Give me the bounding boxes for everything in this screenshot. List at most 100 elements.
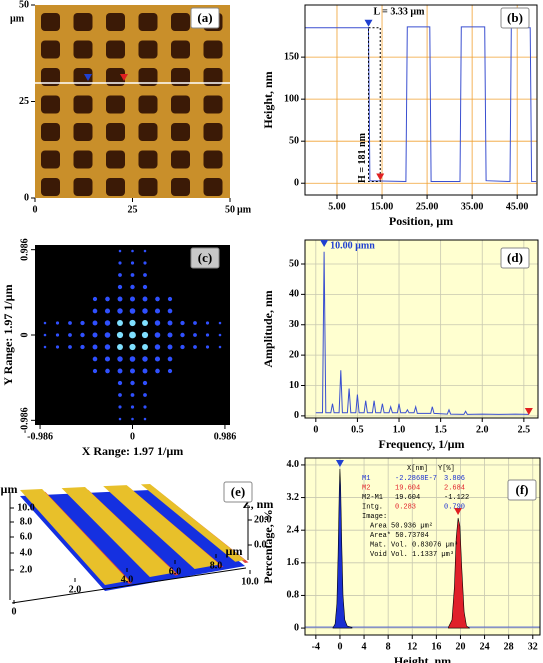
fft-spot — [193, 333, 197, 337]
x-tick-label: 0 — [33, 204, 38, 215]
x-tick-label: 2.0 — [69, 584, 82, 595]
fft-spot — [118, 273, 122, 277]
hole — [171, 13, 190, 31]
y-axis-title: Amplitude, nm — [261, 290, 275, 367]
fft-spot — [131, 249, 134, 253]
hole — [73, 123, 93, 141]
stats-cell: Intg. — [362, 503, 383, 511]
stats-cell: -1.122 — [444, 494, 469, 502]
area — [448, 517, 470, 629]
fft-spot — [92, 320, 98, 326]
fft-spot — [117, 344, 123, 350]
fft-spot — [130, 273, 135, 277]
fft-spot — [130, 405, 135, 409]
fft-spot — [117, 296, 123, 302]
fft-spot — [205, 321, 210, 325]
fft-spot — [105, 296, 110, 302]
x-unit: µm — [237, 204, 252, 215]
fft-spot — [130, 296, 135, 302]
afm-image — [35, 5, 230, 198]
fft-spot — [118, 261, 122, 265]
fft-spot — [55, 333, 60, 337]
fft-spot — [130, 380, 135, 386]
hole — [41, 123, 60, 141]
y-tick-label: 4.0 — [287, 459, 300, 470]
x-tick-label: -4 — [312, 641, 320, 652]
fft-spot — [193, 321, 197, 325]
fft-spot — [218, 345, 222, 349]
axis — [11, 567, 247, 604]
plot-area — [305, 5, 537, 195]
ridge — [20, 488, 129, 585]
y-tick-label: 10.0 — [17, 502, 35, 513]
fft-spot — [154, 344, 161, 350]
fft-spot — [104, 320, 111, 326]
panel-label-box — [500, 247, 530, 269]
x-tick-label: 1.0 — [393, 424, 406, 435]
hole — [203, 178, 223, 196]
fft-spot — [193, 345, 197, 349]
hole — [106, 68, 125, 86]
fft-spot — [92, 344, 98, 350]
fft-spot — [142, 284, 148, 290]
fft-spot — [43, 333, 47, 337]
fft-spot — [167, 356, 173, 362]
fft-spot — [92, 308, 98, 314]
fft-spot — [143, 405, 147, 409]
x-tick-label: 28 — [504, 641, 514, 652]
hole — [171, 40, 190, 59]
x-tick-label: 16 — [431, 641, 441, 652]
fft-spot — [116, 331, 124, 339]
plot-area — [305, 458, 540, 635]
y-tick-label: 50 — [19, 0, 29, 10]
ridge — [103, 485, 220, 569]
fft-spot — [117, 320, 123, 326]
stats-header: X[nm] — [407, 465, 428, 473]
y-tick-label: 4.0 — [20, 547, 33, 558]
marker — [524, 408, 533, 415]
fft-spot — [55, 345, 60, 349]
fft-spot — [104, 332, 111, 338]
ridge — [61, 487, 175, 577]
stats-cell: 3.806 — [444, 475, 465, 483]
stats-cell: M2-M1 — [362, 494, 383, 502]
ridge — [140, 484, 245, 562]
stats-cell: 0.283 — [395, 503, 416, 511]
hole — [138, 13, 158, 31]
y-tick-label: 50 — [289, 135, 299, 146]
fft-spot — [55, 321, 60, 325]
fft-spot — [218, 321, 222, 325]
fft-spot — [167, 344, 173, 350]
panel-label-box — [190, 247, 220, 269]
stats-note: Void Vol. 1.1337 µm³ — [370, 551, 454, 559]
y-tick-label: 0 — [24, 192, 29, 203]
hole — [138, 68, 158, 86]
hole — [73, 40, 93, 59]
marker — [364, 19, 373, 27]
x-axis-title: X Range: 1.97 1/µm — [82, 444, 184, 458]
fft-spot — [141, 331, 149, 339]
fft-spot — [142, 308, 148, 314]
fft-spot — [154, 308, 161, 314]
x-tick-label: 25.00 — [416, 201, 439, 212]
hole — [171, 68, 190, 86]
panel-label-box — [507, 479, 537, 501]
x-tick-label: 4 — [362, 641, 367, 652]
x-tick-label: 20 — [455, 641, 465, 652]
fft-spot — [117, 308, 123, 314]
y-tick-label: 20 — [289, 349, 299, 360]
panel-label-box — [223, 481, 253, 503]
x-tick-label: 0 — [12, 606, 17, 617]
hole — [73, 150, 93, 169]
fft-spot — [142, 368, 148, 374]
fft-spot — [142, 296, 148, 302]
y-axis-title: Percentage, % — [261, 509, 275, 583]
stats-cell: M1 — [362, 475, 370, 483]
hole — [138, 150, 158, 169]
hole — [171, 178, 190, 196]
hole — [203, 68, 223, 86]
y-tick-label: 0 — [294, 622, 299, 633]
marker — [376, 173, 385, 181]
fft-spot — [43, 345, 47, 349]
hole — [106, 150, 125, 169]
